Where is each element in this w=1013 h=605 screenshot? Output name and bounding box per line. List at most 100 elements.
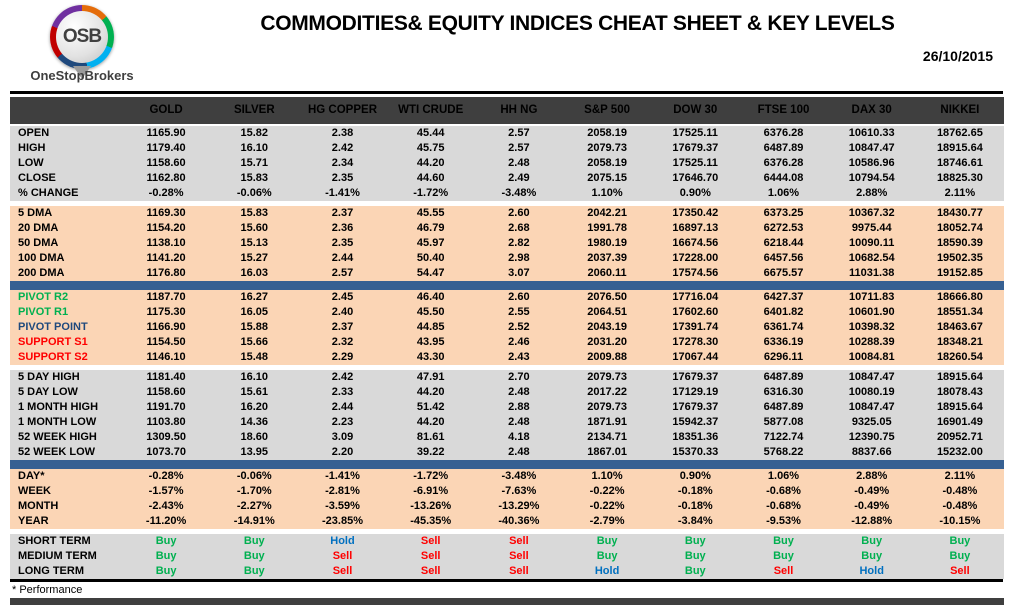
cell: 18590.39 <box>936 237 983 249</box>
cell: 15.88 <box>240 321 269 333</box>
cell: 16.03 <box>240 267 269 279</box>
row-label: SUPPORT S2 <box>18 351 88 363</box>
cell: 2.88 <box>508 401 530 413</box>
section-gap <box>10 529 1004 534</box>
cell: -13.29% <box>498 500 540 512</box>
cheat-sheet-table: GOLD SILVER HG COPPER WTI CRUDE HH NG S&P 500… <box>10 97 1004 579</box>
row-label: CLOSE <box>18 172 56 184</box>
cell: -13.26% <box>410 500 452 512</box>
cell: 1175.30 <box>146 306 186 318</box>
row-label: DAY* <box>18 470 45 482</box>
table-row: 1 MONTH HIGH 1191.70 16.20 2.44 51.42 2.88 207… <box>10 400 1004 415</box>
cell: 1.06% <box>767 187 800 199</box>
cell: 10398.32 <box>848 321 895 333</box>
table-row: 20 DMA 1154.20 15.60 2.36 46.79 2.68 1991.78 16… <box>10 221 1004 236</box>
cell: 18915.64 <box>936 401 983 413</box>
cell: 2.44 <box>331 401 354 413</box>
row-label: WEEK <box>18 485 51 497</box>
cell: -3.48% <box>501 470 537 482</box>
cell: 2.88% <box>856 187 888 199</box>
section-signals: SHORT TERM Buy Buy Hold Sell Sell Buy Buy Buy Buy… <box>10 534 1004 579</box>
cell: 54.47 <box>416 267 445 279</box>
cell: 10847.47 <box>848 142 895 154</box>
cell: 2.70 <box>508 371 530 383</box>
page-title: COMMODITIES& EQUITY INDICES CHEAT SHEET … <box>260 12 895 35</box>
cell: 1154.20 <box>146 222 186 234</box>
cell: -2.27% <box>236 500 272 512</box>
cell: 6336.19 <box>763 336 804 348</box>
cell: 18666.80 <box>936 291 983 303</box>
cell: 1980.19 <box>587 237 627 249</box>
cell: 17679.37 <box>672 142 719 154</box>
row-label: LONG TERM <box>18 565 84 577</box>
section-pivots: PIVOT R2 1187.70 16.27 2.45 46.40 2.60 2076.50… <box>10 290 1004 365</box>
section-price: OPEN 1165.90 15.82 2.38 45.44 2.57 2058.19 1752… <box>10 126 1004 201</box>
table-row: 1 MONTH LOW 1103.80 14.36 2.23 44.20 2.48 1871… <box>10 415 1004 430</box>
row-label: HIGH <box>18 142 46 154</box>
cell: 15.83 <box>240 207 269 219</box>
cell: -45.35% <box>410 515 452 527</box>
cell: 2.29 <box>331 351 354 363</box>
cell: 17602.60 <box>672 306 719 318</box>
cell: -2.81% <box>325 485 360 497</box>
cell: 2.20 <box>331 446 354 458</box>
cell: 6675.57 <box>763 267 804 279</box>
logo-pin-tip <box>73 66 91 79</box>
cell: 2.11% <box>944 470 976 482</box>
cell: 2.42 <box>331 371 354 383</box>
cell: 2.35 <box>331 237 354 249</box>
column-header: WTI CRUDE <box>398 104 464 116</box>
cell: 18746.61 <box>936 157 983 169</box>
cell: 15.13 <box>240 237 269 249</box>
cell: 1871.91 <box>587 416 627 428</box>
cell: -1.41% <box>325 470 360 482</box>
cell: 6316.30 <box>763 386 804 398</box>
cell: 1138.10 <box>146 237 186 249</box>
column-header: SILVER <box>233 104 275 116</box>
table-row: % CHANGE -0.28% -0.06% -1.41% -1.72% -3.48% 1.… <box>10 186 1004 201</box>
cell: 1073.70 <box>146 446 186 458</box>
cell: 15.66 <box>240 336 269 348</box>
row-label: 20 DMA <box>18 222 59 234</box>
section-moving-averages: 5 DMA 1169.30 15.83 2.37 45.55 2.60 2042.21 173… <box>10 206 1004 281</box>
cell: 15.60 <box>240 222 269 234</box>
cell: 2064.51 <box>587 306 627 318</box>
cell: 2.43 <box>508 351 530 363</box>
cell: 18348.21 <box>936 336 983 348</box>
cell: 51.42 <box>416 401 445 413</box>
cell: -0.06% <box>236 187 272 199</box>
cell: 15.27 <box>240 252 269 264</box>
cell: 2043.19 <box>587 321 627 333</box>
cell: -3.59% <box>325 500 360 512</box>
cell: 1158.60 <box>146 386 186 398</box>
cell: 1103.80 <box>146 416 186 428</box>
cell: 20952.71 <box>936 431 983 443</box>
cell: -3.84% <box>677 515 713 527</box>
cell: 17129.19 <box>672 386 719 398</box>
table-row: 50 DMA 1138.10 15.13 2.35 45.97 2.82 1980.19 16… <box>10 236 1004 251</box>
cell: 2.33 <box>331 386 354 398</box>
cell: 15.83 <box>240 172 269 184</box>
cell: 6376.28 <box>763 127 804 139</box>
cell: 46.79 <box>416 222 445 234</box>
row-label: 1 MONTH LOW <box>18 416 97 428</box>
cell: 11031.38 <box>849 267 895 279</box>
cell: 15942.37 <box>672 416 719 428</box>
cell: 19502.35 <box>936 252 983 264</box>
cell: 16.27 <box>240 291 269 303</box>
cell: 1867.01 <box>587 446 627 458</box>
footer-divider <box>10 579 1003 582</box>
table-row: LOW 1158.60 15.71 2.34 44.20 2.48 2058.19 17525… <box>10 156 1004 171</box>
table-row: 5 DAY LOW 1158.60 15.61 2.33 44.20 2.48 2017.2… <box>10 385 1004 400</box>
section-gap <box>10 365 1004 370</box>
table-row: MEDIUM TERM Buy Buy Sell Sell Sell Buy Buy Buy Bu… <box>10 549 1004 564</box>
table-row: PIVOT R1 1175.30 16.05 2.40 45.50 2.55 2064.51… <box>10 305 1004 320</box>
report-date: 26/10/2015 <box>922 48 993 64</box>
cell: 2075.15 <box>587 172 627 184</box>
table-row: HIGH 1179.40 16.10 2.42 45.75 2.57 2079.73 1767… <box>10 141 1004 156</box>
cell: 6487.89 <box>763 142 804 154</box>
cell: -11.20% <box>145 515 187 527</box>
cell: 15370.33 <box>672 446 719 458</box>
cell: 45.75 <box>416 142 445 154</box>
cell: -12.88% <box>851 515 893 527</box>
